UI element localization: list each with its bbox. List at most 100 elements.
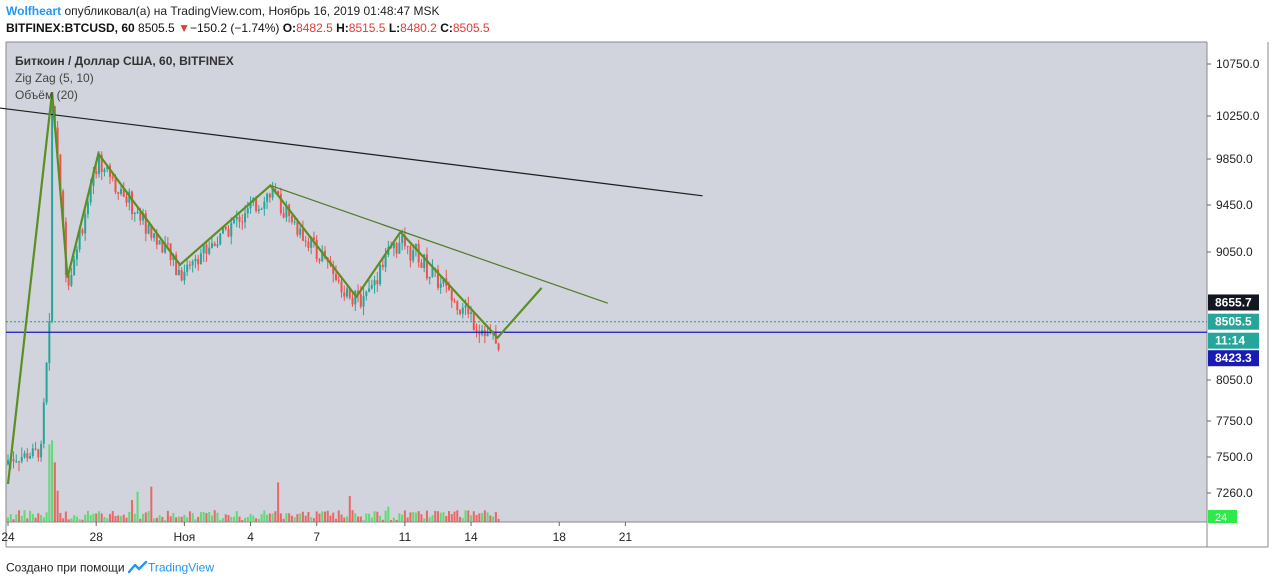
volume-bar — [31, 513, 34, 522]
candle-body — [20, 457, 23, 462]
candle-body — [483, 330, 486, 337]
volume-bar — [238, 516, 241, 522]
candle-body — [392, 243, 395, 249]
tradingview-logo-icon[interactable] — [127, 560, 148, 577]
y-tick-label: 9450.0 — [1216, 198, 1253, 212]
candle-body — [95, 171, 98, 174]
volume-bar — [122, 514, 125, 522]
y-tick-label: 10750.0 — [1216, 57, 1260, 71]
candle-body — [117, 192, 120, 194]
volume-bar — [392, 517, 395, 522]
x-tick-label: 4 — [247, 530, 254, 544]
candle-body — [12, 459, 15, 462]
candle-body — [293, 221, 296, 223]
volume-bar — [249, 514, 252, 522]
y-tick-label: 7500.0 — [1216, 450, 1253, 464]
price-label: 8655.7 — [1208, 294, 1259, 311]
candle-body — [351, 297, 354, 305]
volume-bar — [51, 440, 54, 522]
candle-body — [448, 285, 450, 290]
candle-body — [75, 249, 78, 260]
candle-body — [125, 196, 128, 203]
candle-body — [475, 330, 478, 332]
volume-bar — [9, 514, 12, 522]
author-link[interactable]: Wolfheart — [6, 4, 62, 18]
candle-body — [442, 278, 445, 284]
candle-body — [224, 226, 227, 230]
volume-bar — [442, 512, 445, 522]
volume-bar — [354, 513, 357, 522]
volume-bar — [425, 510, 428, 522]
price-label-bg — [1208, 332, 1259, 349]
candle-body — [56, 127, 59, 155]
candle-body — [213, 243, 216, 247]
candle-body — [92, 171, 95, 187]
price-label: 11:14 — [1208, 332, 1259, 349]
candle-body — [359, 294, 362, 307]
candle-body — [199, 253, 202, 265]
volume-bar — [409, 512, 412, 522]
candle-body — [274, 188, 277, 191]
series-title: Биткоин / Доллар США, 60, BITFINEX — [15, 54, 234, 68]
volume-bar — [56, 490, 59, 522]
price-label-bg — [1208, 294, 1259, 311]
low-value: 8480.2 — [400, 21, 437, 35]
candle-body — [244, 213, 247, 223]
volume-bar — [412, 511, 415, 522]
volume-bar — [177, 516, 180, 522]
candle-body — [310, 237, 313, 248]
x-tick-label: 18 — [553, 530, 567, 544]
candle-body — [346, 288, 349, 297]
volume-bar — [257, 518, 260, 522]
candle-body — [425, 254, 428, 279]
tradingview-brand[interactable]: TradingView — [147, 560, 215, 575]
candle-body — [423, 254, 426, 269]
volume-bar — [279, 513, 282, 522]
volume-bar — [7, 517, 9, 522]
candle-body — [299, 228, 302, 235]
candle-body — [467, 305, 470, 314]
candle-body — [114, 178, 117, 193]
candle-body — [197, 258, 200, 265]
volume-bar — [169, 516, 172, 522]
volume-bar — [470, 515, 473, 522]
price-label-text: 8423.3 — [1215, 351, 1252, 365]
volume-bar — [205, 513, 208, 522]
volume-bar — [197, 516, 200, 522]
candle-body — [464, 305, 467, 308]
volume-bar — [478, 513, 481, 522]
price-label-text: 8505.5 — [1215, 315, 1252, 329]
volume-bar — [307, 511, 310, 522]
candle-body — [42, 402, 45, 444]
candle-body — [241, 221, 244, 223]
candle-body — [67, 274, 70, 286]
y-tick-label: 7260.0 — [1216, 486, 1253, 500]
candle-body — [131, 191, 134, 215]
volume-legend[interactable]: Объём (20) — [15, 88, 78, 102]
candle-body — [478, 331, 481, 335]
volume-bar — [368, 513, 371, 522]
volume-bar — [23, 510, 26, 522]
candle-body — [155, 233, 158, 245]
close-label: C: — [440, 21, 453, 35]
volume-bar — [78, 519, 81, 522]
candle-body — [271, 188, 274, 198]
candle-body — [48, 321, 51, 363]
candle-body — [89, 186, 92, 203]
volume-bar — [332, 512, 335, 522]
candle-body — [219, 233, 222, 245]
candle-body — [37, 449, 40, 458]
volume-bar — [346, 516, 349, 522]
plot-area — [6, 42, 1207, 522]
trendline-black — [0, 107, 703, 197]
zigzag-legend[interactable]: Zig Zag (5, 10) — [15, 71, 94, 85]
candle-body — [420, 262, 423, 269]
volume-bar — [111, 511, 114, 522]
volume-bar — [348, 495, 351, 522]
candle-body — [368, 288, 371, 292]
candle-body — [301, 228, 304, 241]
candle-body — [158, 240, 161, 245]
candle-body — [161, 240, 164, 253]
candle-body — [268, 193, 271, 198]
